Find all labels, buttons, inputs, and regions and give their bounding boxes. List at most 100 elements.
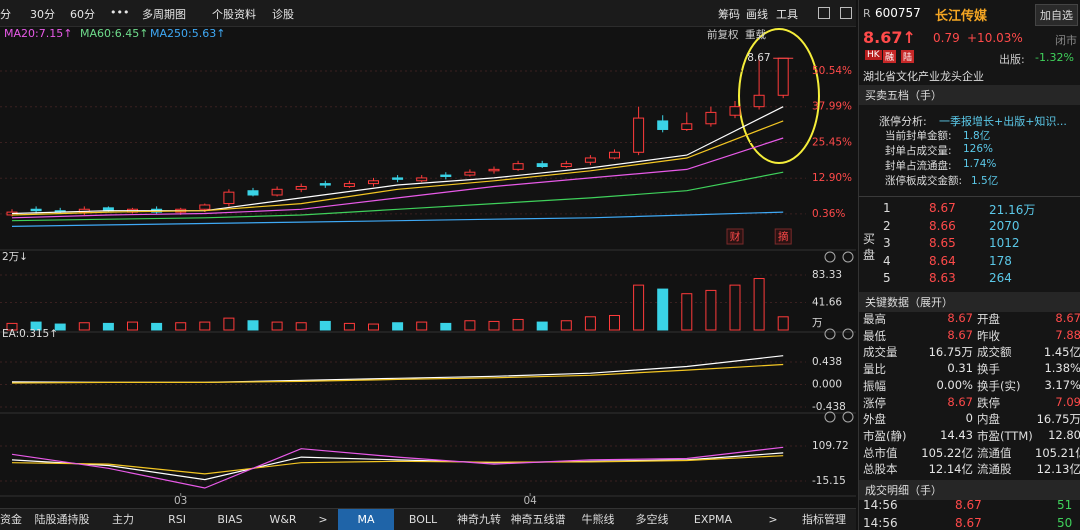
volume-bar bbox=[609, 314, 620, 331]
key-label: 成交额 bbox=[977, 345, 1012, 360]
candle-body bbox=[392, 177, 404, 180]
key-label: 换手 bbox=[977, 362, 1000, 377]
toolbar-icon[interactable] bbox=[818, 7, 830, 19]
volume-bar bbox=[78, 322, 90, 331]
toolbar-button[interactable]: 多周期图 bbox=[142, 8, 186, 21]
volume-bar bbox=[223, 317, 235, 331]
trade-price: 8.67 bbox=[955, 516, 982, 530]
chart-button[interactable]: 重载 bbox=[745, 29, 766, 41]
toolbar-button[interactable]: 分 bbox=[0, 8, 11, 21]
volume-bar bbox=[6, 322, 18, 331]
key-label: 总市值 bbox=[863, 445, 898, 460]
tab[interactable]: W&R bbox=[269, 513, 297, 526]
key-label: 流通股 bbox=[977, 462, 1012, 477]
panel-label: EA:0.315↑ bbox=[2, 328, 58, 340]
toolbar-button[interactable]: 30分 bbox=[30, 8, 55, 21]
candle-body bbox=[633, 117, 645, 153]
section-title: 关键数据（展开） bbox=[859, 292, 1080, 312]
x-tick-label: 04 bbox=[523, 495, 537, 507]
toolbar-button[interactable]: 画线 bbox=[746, 8, 768, 21]
tab[interactable]: EXPMA bbox=[693, 513, 733, 526]
y-tick-label: 37.99% bbox=[812, 101, 852, 113]
tab[interactable]: > bbox=[318, 513, 328, 526]
stock-code: 600757 bbox=[875, 6, 921, 20]
volume-bar bbox=[753, 278, 765, 331]
key-label: 流通值 bbox=[977, 445, 1012, 460]
candle-body bbox=[705, 111, 717, 125]
candle-body bbox=[223, 191, 235, 205]
tab-active[interactable]: MA bbox=[338, 509, 394, 530]
volume-bar bbox=[199, 321, 211, 331]
key-label: 内盘 bbox=[977, 412, 1000, 427]
panel-icon[interactable] bbox=[824, 251, 836, 263]
y-tick-label: 0.000 bbox=[812, 379, 842, 391]
panel-icon[interactable] bbox=[824, 411, 836, 423]
indicator-line bbox=[11, 363, 784, 384]
key-label: 总股本 bbox=[863, 462, 898, 477]
volume-bar bbox=[102, 322, 114, 331]
tab[interactable]: > bbox=[768, 513, 778, 526]
key-value: 105.21亿 bbox=[1035, 445, 1080, 460]
candle-body bbox=[368, 180, 379, 185]
key-label: 市盈(TTM) bbox=[977, 428, 1033, 443]
panel-icon[interactable] bbox=[842, 251, 854, 263]
tab[interactable]: 资金 bbox=[0, 513, 22, 526]
volume-bar bbox=[30, 321, 42, 331]
candle-body bbox=[536, 163, 548, 168]
key-value: 3.17% bbox=[1044, 377, 1080, 392]
panel-icon[interactable] bbox=[842, 411, 854, 423]
key-value: 0.00% bbox=[936, 377, 973, 392]
tab[interactable]: BIAS bbox=[217, 513, 243, 526]
candle-body bbox=[729, 106, 741, 116]
candle-body bbox=[295, 185, 307, 190]
tab[interactable]: 主力 bbox=[112, 513, 134, 526]
volume-bar bbox=[560, 320, 572, 331]
volume-bar bbox=[657, 288, 669, 331]
candle-body bbox=[319, 183, 331, 186]
panel-icon[interactable] bbox=[824, 328, 836, 340]
toolbar-button[interactable]: 诊股 bbox=[272, 8, 294, 21]
indicator-line bbox=[11, 106, 784, 215]
y-tick-label: -15.15 bbox=[812, 475, 846, 487]
tab[interactable]: BOLL bbox=[408, 513, 438, 526]
tab[interactable]: 神奇五线谱 bbox=[510, 513, 566, 526]
y-tick-label: 109.72 bbox=[812, 440, 849, 452]
tab[interactable]: 牛熊线 bbox=[581, 513, 615, 526]
highlight-ellipse bbox=[738, 28, 820, 164]
analysis-value: 1.8亿 bbox=[963, 130, 991, 142]
add-watchlist[interactable]: 加自选 bbox=[1035, 4, 1078, 26]
volume-bar bbox=[440, 322, 452, 331]
volume-bar bbox=[536, 321, 548, 331]
toolbar-icon[interactable] bbox=[840, 7, 852, 19]
toolbar-button[interactable]: ••• bbox=[110, 6, 130, 19]
tab[interactable]: 指标管理 bbox=[802, 513, 846, 526]
key-label: 最高 bbox=[863, 312, 886, 326]
toolbar-button[interactable]: 个股资料 bbox=[212, 8, 256, 21]
toolbar-button[interactable]: 筹码 bbox=[718, 8, 740, 21]
bid-label: 盘 bbox=[863, 248, 876, 262]
volume-bar bbox=[488, 320, 500, 331]
market-prefix: R bbox=[863, 7, 871, 20]
bid-volume: 2070 bbox=[989, 218, 1020, 233]
candle-body bbox=[777, 57, 789, 96]
stock-tag: HK bbox=[865, 50, 882, 60]
tab[interactable]: 陆股通持股 bbox=[34, 513, 90, 526]
chart-button[interactable]: 前复权 bbox=[707, 29, 739, 41]
panel-label: 2万↓ bbox=[2, 251, 28, 263]
key-value: 1.38% bbox=[1044, 361, 1080, 376]
bid-label: 买 bbox=[863, 232, 876, 246]
unit-label: 万 bbox=[812, 317, 823, 329]
volume-bar bbox=[247, 320, 259, 331]
key-value: 0.31 bbox=[947, 361, 973, 376]
bid-volume: 21.16万 bbox=[989, 203, 1036, 217]
toolbar-button[interactable]: 60分 bbox=[70, 8, 95, 21]
tab[interactable]: RSI bbox=[168, 513, 186, 526]
tab[interactable]: 神奇九转 bbox=[457, 513, 501, 526]
candle-body bbox=[657, 120, 669, 130]
candle-body bbox=[753, 94, 765, 108]
key-value: 16.75万 bbox=[1036, 412, 1080, 427]
volume-bar bbox=[705, 289, 717, 331]
panel-icon[interactable] bbox=[842, 328, 854, 340]
toolbar-button[interactable]: 工具 bbox=[776, 8, 798, 21]
tab[interactable]: 多空线 bbox=[635, 513, 669, 526]
